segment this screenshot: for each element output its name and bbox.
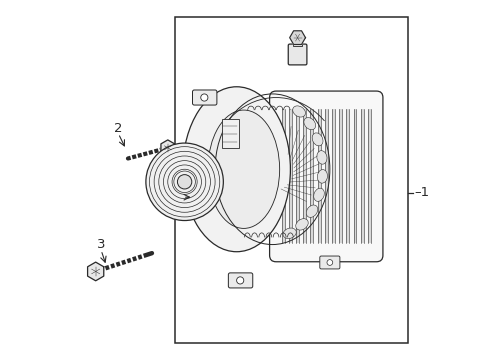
Ellipse shape [313,188,324,201]
Text: 3: 3 [97,238,105,251]
Bar [288,109,291,243]
Ellipse shape [316,150,326,164]
Bar [339,109,341,243]
Bar [296,109,298,243]
FancyBboxPatch shape [269,91,382,262]
Bar [346,109,348,243]
FancyBboxPatch shape [319,256,339,269]
Bar [360,109,363,243]
Bar [317,109,320,243]
Ellipse shape [183,87,290,252]
Circle shape [326,260,332,265]
Bar [310,109,313,243]
Bar [281,109,284,243]
Text: 4: 4 [175,191,183,204]
Ellipse shape [305,205,317,217]
Circle shape [177,175,191,189]
Bar [331,109,334,243]
FancyBboxPatch shape [287,44,306,65]
Ellipse shape [295,219,307,230]
Ellipse shape [292,106,305,117]
Text: 2: 2 [114,122,122,135]
Circle shape [201,94,207,101]
Ellipse shape [207,110,279,228]
FancyBboxPatch shape [192,90,217,105]
Bar [303,109,305,243]
Polygon shape [87,262,103,281]
Text: –1: –1 [414,186,429,199]
Polygon shape [161,140,174,156]
Bar [367,109,370,243]
Bar [292,38,302,45]
Bar [353,109,356,243]
Bar [222,119,239,148]
Ellipse shape [311,133,323,146]
Bar [324,109,327,243]
Circle shape [236,277,244,284]
FancyBboxPatch shape [228,273,252,288]
Circle shape [145,143,223,221]
Ellipse shape [303,118,315,130]
Ellipse shape [283,228,296,239]
Bar [174,17,407,343]
Polygon shape [289,31,305,45]
Ellipse shape [317,170,327,183]
